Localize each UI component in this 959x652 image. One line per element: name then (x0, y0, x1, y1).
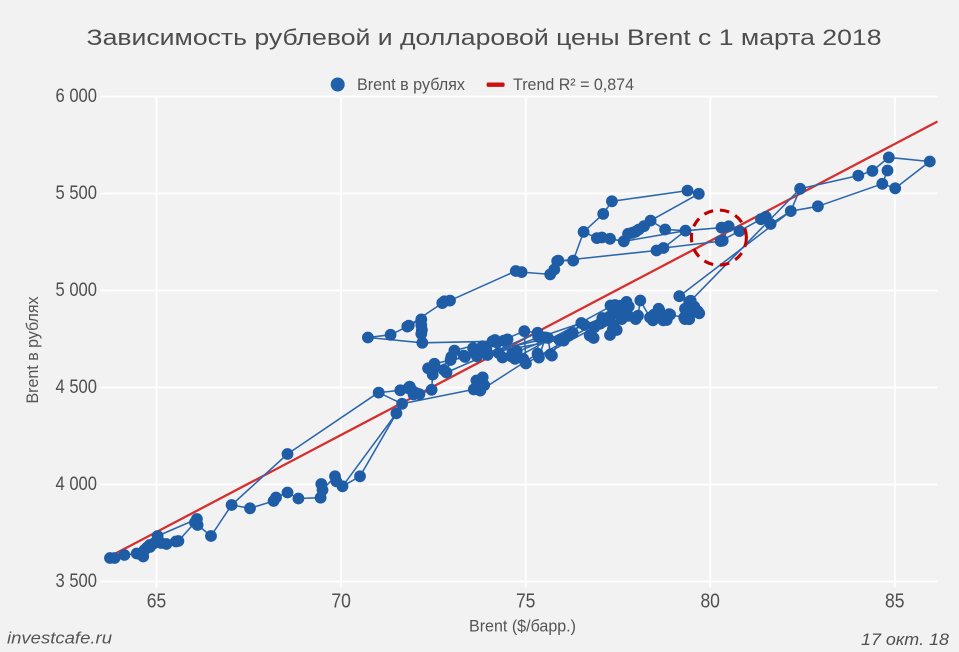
svg-text:65: 65 (147, 591, 167, 613)
svg-text:80: 80 (700, 591, 720, 613)
svg-text:Brent в рублях: Brent в рублях (357, 76, 466, 94)
svg-text:5 500: 5 500 (56, 182, 98, 204)
svg-text:6 000: 6 000 (56, 85, 98, 107)
svg-text:4 500: 4 500 (56, 376, 98, 398)
svg-text:Brent ($/барр.): Brent ($/барр.) (469, 618, 576, 636)
svg-text:70: 70 (331, 591, 351, 613)
svg-text:4 000: 4 000 (56, 473, 98, 495)
svg-text:Trend R² = 0,874: Trend R² = 0,874 (513, 76, 634, 94)
svg-text:85: 85 (885, 591, 905, 613)
svg-text:75: 75 (516, 591, 536, 613)
svg-text:Зависимость рублевой и долларо: Зависимость рублевой и долларовой цены B… (87, 25, 882, 50)
svg-text:5 000: 5 000 (56, 279, 98, 301)
svg-text:Brent в рублях: Brent в рублях (24, 296, 42, 404)
svg-text:17 окm. 18: 17 окm. 18 (861, 631, 950, 649)
svg-text:3 500: 3 500 (56, 570, 98, 592)
svg-text:investcafe.ru: investcafe.ru (7, 629, 113, 648)
